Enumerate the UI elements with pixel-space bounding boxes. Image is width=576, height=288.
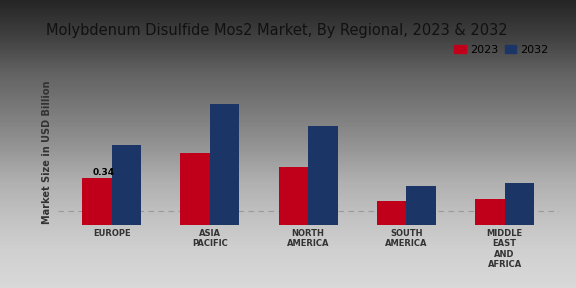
Bar bbox=[308, 126, 338, 225]
Bar bbox=[279, 167, 308, 225]
Text: 0.34: 0.34 bbox=[93, 168, 115, 177]
Bar bbox=[407, 186, 436, 225]
Bar bbox=[475, 199, 505, 225]
Y-axis label: Market Size in USD Billion: Market Size in USD Billion bbox=[42, 81, 52, 224]
Bar bbox=[377, 201, 407, 225]
Bar bbox=[210, 104, 240, 225]
Bar bbox=[82, 178, 112, 225]
Bar bbox=[505, 183, 534, 225]
Bar bbox=[112, 145, 141, 225]
Bar bbox=[180, 153, 210, 225]
Text: Molybdenum Disulfide Mos2 Market, By Regional, 2023 & 2032: Molybdenum Disulfide Mos2 Market, By Reg… bbox=[46, 23, 507, 38]
Legend: 2023, 2032: 2023, 2032 bbox=[450, 40, 553, 59]
